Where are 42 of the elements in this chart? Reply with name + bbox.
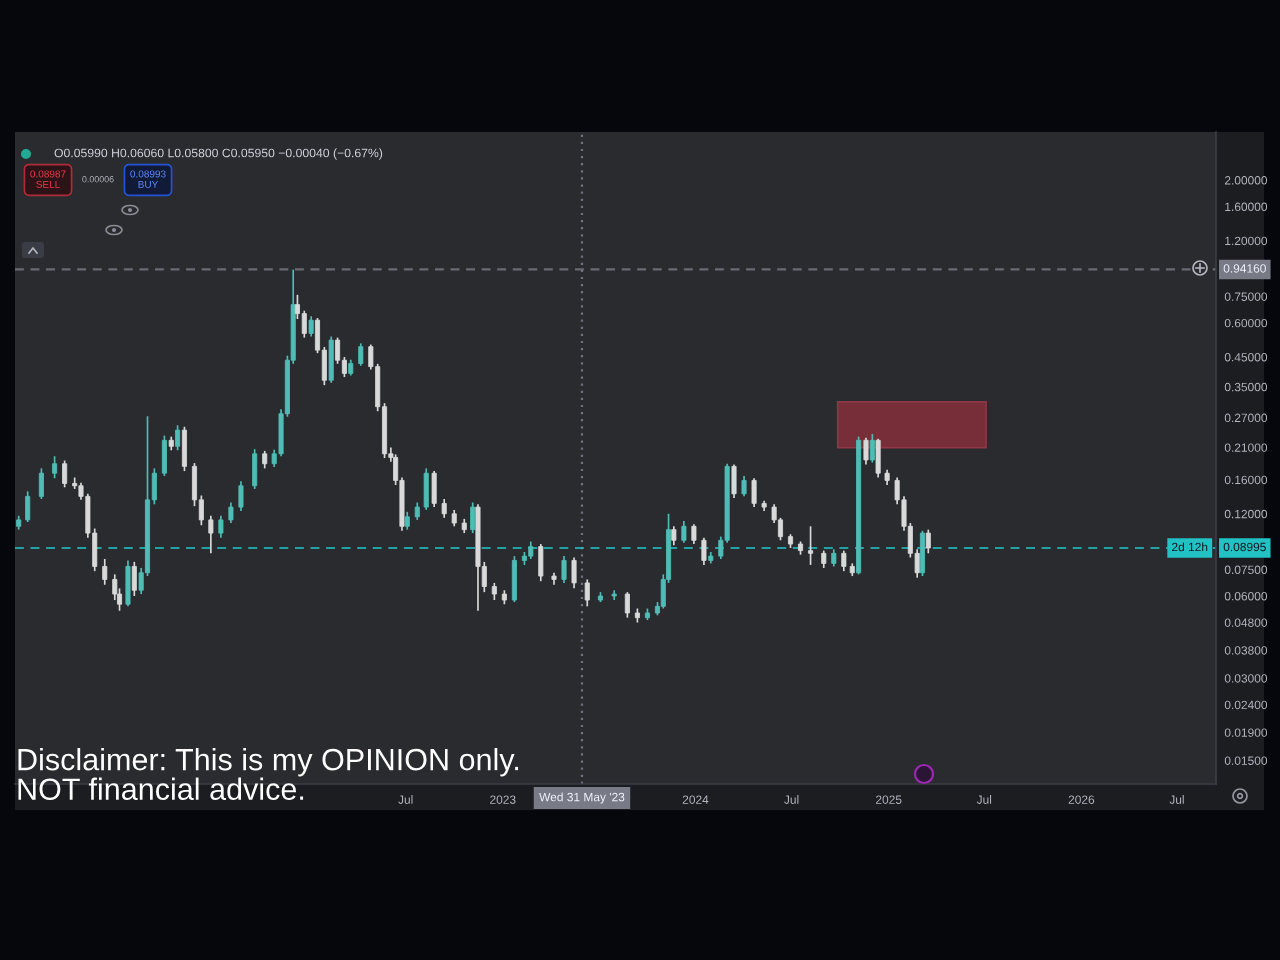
candlestick bbox=[691, 523, 697, 545]
candlestick bbox=[431, 470, 437, 508]
candlestick bbox=[841, 549, 847, 572]
candlestick bbox=[470, 501, 476, 534]
candlestick bbox=[238, 480, 244, 512]
candlestick bbox=[252, 448, 258, 490]
candlestick bbox=[218, 514, 224, 539]
candlestick bbox=[175, 424, 181, 452]
candlestick bbox=[181, 425, 187, 472]
candlestick bbox=[584, 578, 590, 608]
candlestick bbox=[228, 501, 234, 524]
candlestick bbox=[741, 475, 747, 498]
candlestick bbox=[308, 315, 314, 338]
candlestick bbox=[52, 455, 58, 480]
candlestick bbox=[751, 477, 757, 508]
candlestick bbox=[208, 514, 214, 555]
candlestick bbox=[869, 433, 875, 464]
candlestick bbox=[919, 529, 926, 577]
candlestick bbox=[25, 490, 31, 523]
candlestick bbox=[102, 558, 108, 586]
candlestick bbox=[808, 525, 814, 566]
candlestick bbox=[731, 463, 737, 499]
candlestick bbox=[161, 434, 167, 477]
candlestick bbox=[671, 525, 677, 547]
candlestick bbox=[38, 467, 44, 500]
candlestick bbox=[423, 467, 429, 511]
candlestick bbox=[863, 436, 869, 466]
candlestick bbox=[511, 555, 517, 603]
candlestick bbox=[328, 335, 334, 384]
candlestick bbox=[301, 309, 307, 339]
candlestick bbox=[681, 520, 687, 544]
candlestick bbox=[624, 591, 630, 619]
candlestick bbox=[538, 543, 544, 583]
candlestick bbox=[561, 555, 567, 584]
candlestick bbox=[441, 498, 447, 519]
candlestick bbox=[131, 561, 137, 597]
candlestick bbox=[358, 342, 364, 367]
candlestick bbox=[571, 556, 577, 590]
candlestick bbox=[925, 528, 931, 555]
candlestick bbox=[62, 459, 68, 489]
candlestick bbox=[701, 536, 707, 566]
candlestick bbox=[125, 559, 131, 608]
